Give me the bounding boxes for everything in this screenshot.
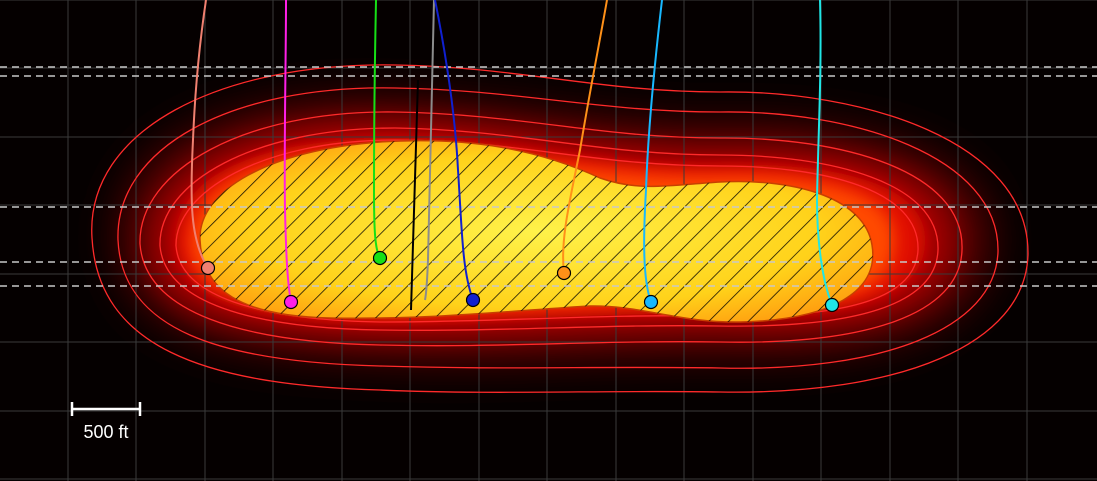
well-blue-path bbox=[434, 0, 474, 301]
well-magenta-marker[interactable] bbox=[283, 294, 299, 310]
well-orange-marker[interactable] bbox=[556, 265, 572, 281]
well-skyblue-marker[interactable] bbox=[643, 294, 659, 310]
well-gray-path bbox=[424, 0, 435, 301]
contour-5 bbox=[175, 139, 919, 323]
well-trajectories bbox=[190, 0, 833, 311]
contour-3 bbox=[139, 111, 963, 347]
well-salmon-path bbox=[190, 0, 209, 269]
core-region bbox=[199, 139, 874, 323]
well-cyan-marker[interactable] bbox=[824, 297, 840, 313]
well-magenta-path bbox=[283, 0, 292, 303]
well-blue-marker[interactable] bbox=[465, 292, 481, 308]
well-markers bbox=[200, 250, 840, 313]
well-green-path bbox=[372, 0, 381, 259]
scale-bar-label: 500 ft bbox=[83, 422, 128, 442]
well-cyan-path bbox=[815, 0, 833, 306]
well-skyblue-path bbox=[643, 0, 663, 303]
scale-bar bbox=[70, 402, 142, 416]
well-salmon-marker[interactable] bbox=[200, 260, 216, 276]
well-orange-path bbox=[562, 0, 608, 274]
well-green-marker[interactable] bbox=[372, 250, 388, 266]
contour-lines bbox=[91, 64, 1029, 393]
contour-outer bbox=[91, 64, 1029, 393]
contour-2 bbox=[117, 87, 999, 369]
well-black-path bbox=[410, 79, 419, 311]
dashed-reference-lines bbox=[0, 66, 1097, 287]
contour-4 bbox=[159, 127, 939, 331]
